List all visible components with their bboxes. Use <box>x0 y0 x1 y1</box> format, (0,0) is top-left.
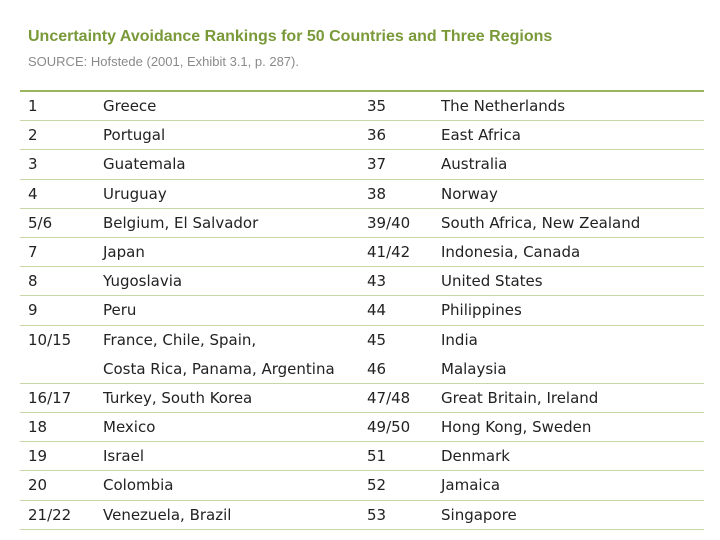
country-cell: Costa Rica, Panama, Argentina <box>103 359 335 378</box>
rank-cell: 35 <box>367 97 387 115</box>
table-row: 9 Peru 44 Philippines <box>20 296 704 326</box>
table-row: 1 Greece 35 The Netherlands <box>20 92 704 122</box>
country-cell: Malaysia <box>441 359 507 378</box>
country-cell: Yugoslavia <box>103 272 183 291</box>
page-title: Uncertainty Avoidance Rankings for 50 Co… <box>28 28 553 45</box>
country-cell: Great Britain, Ireland <box>441 388 599 407</box>
table-row: 18 Mexico 49/50 Hong Kong, Sweden <box>20 413 704 443</box>
rank-cell: 5/6 <box>28 213 53 232</box>
country-cell: Guatemala <box>103 155 186 174</box>
rank-cell: 53 <box>367 505 387 524</box>
country-cell: Portugal <box>103 126 166 145</box>
rank-cell: 21/22 <box>28 505 72 524</box>
source-note: SOURCE: Hofstede (2001, Exhibit 3.1, p. … <box>28 54 299 69</box>
table-row: 21/22 Venezuela, Brazil 53 Singapore <box>20 501 704 530</box>
country-cell: Israel <box>103 447 144 466</box>
table-row: 8 Yugoslavia 43 United States <box>20 267 704 297</box>
rank-cell: 16/17 <box>28 388 72 407</box>
rank-cell: 19 <box>28 447 48 466</box>
country-cell: India <box>441 330 478 349</box>
rank-cell: 1 <box>28 97 38 115</box>
rank-cell: 52 <box>367 476 387 495</box>
rankings-table: 1 Greece 35 The Netherlands 2 Portugal 36 East … <box>20 90 704 530</box>
table-row: 19 Israel 51 Denmark <box>20 442 704 472</box>
country-cell: Norway <box>441 184 498 203</box>
country-cell: Greece <box>103 97 157 115</box>
rank-cell: 37 <box>367 155 387 174</box>
rank-cell: 8 <box>28 272 38 291</box>
rank-cell: 43 <box>367 272 387 291</box>
country-cell: Uruguay <box>103 184 167 203</box>
rank-cell: 9 <box>28 301 38 320</box>
rank-cell: 41/42 <box>367 242 411 261</box>
country-cell: Mexico <box>103 418 156 437</box>
rank-cell: 47/48 <box>367 388 411 407</box>
rank-cell: 45 <box>367 330 387 349</box>
country-cell: Hong Kong, Sweden <box>441 418 592 437</box>
rank-cell: 3 <box>28 155 38 174</box>
rank-cell: 18 <box>28 418 48 437</box>
table-row: 20 Colombia 52 Jamaica <box>20 471 704 501</box>
table-row: 3 Guatemala 37 Australia <box>20 150 704 180</box>
country-cell: Turkey, South Korea <box>103 388 253 407</box>
rank-cell: 4 <box>28 184 38 203</box>
rank-cell: 36 <box>367 126 387 145</box>
country-cell: Japan <box>103 242 145 261</box>
table-row: 7 Japan 41/42 Indonesia, Canada <box>20 238 704 268</box>
country-cell: Belgium, El Salvador <box>103 213 259 232</box>
country-cell: Singapore <box>441 505 517 524</box>
rank-cell: 51 <box>367 447 387 466</box>
rank-cell: 44 <box>367 301 387 320</box>
rank-cell: 7 <box>28 242 38 261</box>
country-cell: Jamaica <box>441 476 501 495</box>
country-cell: Venezuela, Brazil <box>103 505 232 524</box>
rank-cell: 10/15 <box>28 330 72 349</box>
table-row: 16/17 Turkey, South Korea 47/48 Great Brita… <box>20 384 704 414</box>
rank-cell: 39/40 <box>367 213 411 232</box>
country-cell: The Netherlands <box>441 97 566 115</box>
country-cell: France, Chile, Spain, <box>103 330 257 349</box>
rank-cell: 38 <box>367 184 387 203</box>
table-row: 2 Portugal 36 East Africa <box>20 121 704 151</box>
country-cell: United States <box>441 272 543 291</box>
country-cell: Denmark <box>441 447 510 466</box>
country-cell: Indonesia, Canada <box>441 242 581 261</box>
country-cell: Colombia <box>103 476 174 495</box>
rank-cell: 49/50 <box>367 418 411 437</box>
table-row: 5/6 Belgium, El Salvador 39/40 South Africa… <box>20 209 704 238</box>
country-cell: East Africa <box>441 126 521 145</box>
rank-cell: 2 <box>28 126 38 145</box>
country-cell: Peru <box>103 301 137 320</box>
table-row: Costa Rica, Panama, Argentina 46 Malaysia <box>20 355 704 384</box>
country-cell: Australia <box>441 155 508 174</box>
rank-cell: 20 <box>28 476 48 495</box>
country-cell: Philippines <box>441 301 522 320</box>
rank-cell: 46 <box>367 359 387 378</box>
country-cell: South Africa, New Zealand <box>441 213 641 232</box>
table-row: 4 Uruguay 38 Norway <box>20 180 704 209</box>
table-row: 10/15 France, Chile, Spain, 45 India <box>20 326 704 355</box>
